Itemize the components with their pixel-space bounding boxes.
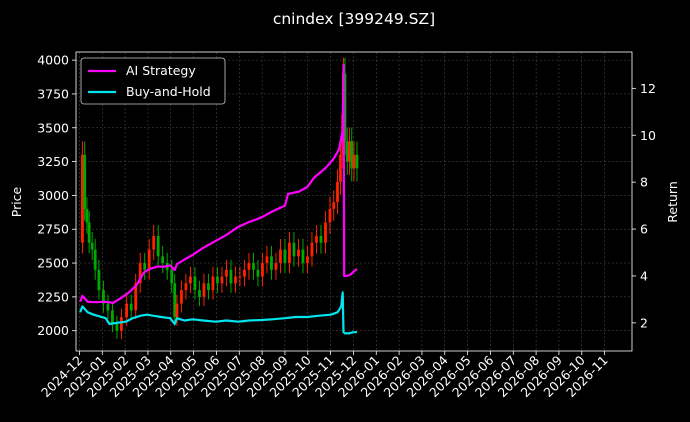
y-tick-label-left: 3000 (37, 188, 69, 203)
price-candle-body (220, 276, 224, 284)
y-tick-label-right: 8 (640, 175, 648, 190)
ai-strategy-line (79, 63, 358, 304)
y-tick-label-left: 3500 (37, 120, 69, 135)
price-candle-body (352, 154, 356, 169)
legend-label-buy-and-hold: Buy-and-Hold (126, 84, 211, 99)
y-axis-label-right: Return (665, 181, 680, 222)
price-candle-body (138, 263, 142, 284)
price-candle-body (288, 242, 291, 264)
price-candle-body (328, 208, 332, 223)
plot-frame (75, 51, 633, 352)
price-candle-body (156, 236, 160, 257)
price-candle-body (345, 141, 349, 162)
price-candle-body (297, 249, 300, 257)
price-candle-body (85, 208, 89, 223)
price-candle-body (283, 249, 287, 264)
legend: AI Strategy Buy-and-Hold (80, 57, 226, 105)
price-candle-body (339, 154, 342, 182)
price-candle-body (319, 236, 323, 243)
price-candle-body (207, 283, 210, 291)
price-candle-body (270, 256, 273, 270)
price-candle-body (115, 323, 119, 331)
price-candle-body (350, 141, 354, 169)
price-candle-body (238, 276, 242, 278)
legend-box (80, 57, 226, 105)
price-candle-body (261, 263, 264, 277)
y-tick-label-right: 10 (640, 128, 656, 143)
price-candle-body (106, 303, 110, 311)
price-candle-body (147, 249, 151, 270)
price-candle-body (97, 269, 101, 291)
price-candle-body (247, 263, 251, 270)
price-candle-body (193, 276, 197, 291)
price-candle-body (243, 269, 246, 277)
price-candle-body (152, 236, 156, 250)
price-candle-body (301, 249, 305, 264)
price-candle-body (348, 141, 351, 162)
price-candle-body (189, 276, 192, 284)
price-candle-body (83, 154, 87, 209)
y-tick-label-right: 2 (640, 315, 648, 330)
y-tick-label-right: 4 (640, 268, 648, 283)
price-candle-body (336, 181, 339, 203)
price-candle-body (355, 154, 359, 169)
price-candle-body (81, 154, 84, 243)
price-candle-body (324, 222, 327, 243)
y-tick-label-left: 2250 (37, 289, 69, 304)
price-candle-body (125, 303, 129, 318)
price-candle-body (343, 73, 347, 142)
price-candle-body (161, 256, 165, 264)
price-candle-body (143, 263, 147, 270)
price-candle-body (252, 263, 255, 270)
series-lines (79, 63, 358, 335)
price-candle-body (184, 283, 188, 291)
price-candle-body (211, 276, 215, 291)
price-candle-body (134, 283, 138, 311)
price-candle-body (265, 256, 269, 264)
price-candle-body (306, 256, 309, 264)
buy-and-hold-line (79, 291, 357, 335)
price-candle-body (234, 276, 237, 284)
chart-title: cnindex [399249.SZ] (273, 10, 435, 28)
price-candle-body (225, 269, 228, 277)
price-candle-body (120, 317, 123, 331)
y-tick-label-left: 4000 (37, 53, 69, 68)
price-candle-body (310, 242, 314, 257)
price-candle-body (180, 290, 183, 304)
price-candle-body (315, 236, 318, 243)
price-candle-body (229, 269, 233, 284)
price-candle-body (175, 303, 179, 318)
price-candle-body (111, 310, 114, 324)
price-candle-body (93, 249, 97, 270)
price-candle-body (332, 202, 336, 209)
price-candle-body (102, 290, 105, 304)
y-tick-label-left: 3750 (37, 86, 69, 101)
price-candle-body (202, 283, 206, 297)
y-tick-label-right: 6 (640, 222, 648, 237)
price-candle-body (87, 222, 91, 243)
price-candle-body (129, 303, 133, 311)
y-axis-label-left: Price (9, 186, 24, 217)
y-tick-label-left: 2750 (37, 222, 69, 237)
y-tick-label-left: 3250 (37, 154, 69, 169)
price-candles (81, 57, 359, 339)
price-candle-body (279, 249, 282, 264)
price-candle-body (216, 276, 219, 284)
price-candle-body (292, 242, 296, 257)
y-tick-label-right: 12 (640, 81, 656, 96)
price-candle-body (198, 290, 201, 297)
price-candle-body (256, 269, 260, 277)
price-candle-body (90, 242, 94, 250)
y-tick-label-left: 2000 (37, 323, 69, 338)
price-candle-body (170, 269, 174, 284)
price-candle-body (173, 283, 177, 318)
legend-label-ai-strategy: AI Strategy (126, 63, 196, 78)
y-tick-label-left: 2500 (37, 256, 69, 271)
price-candle-body (274, 263, 278, 270)
